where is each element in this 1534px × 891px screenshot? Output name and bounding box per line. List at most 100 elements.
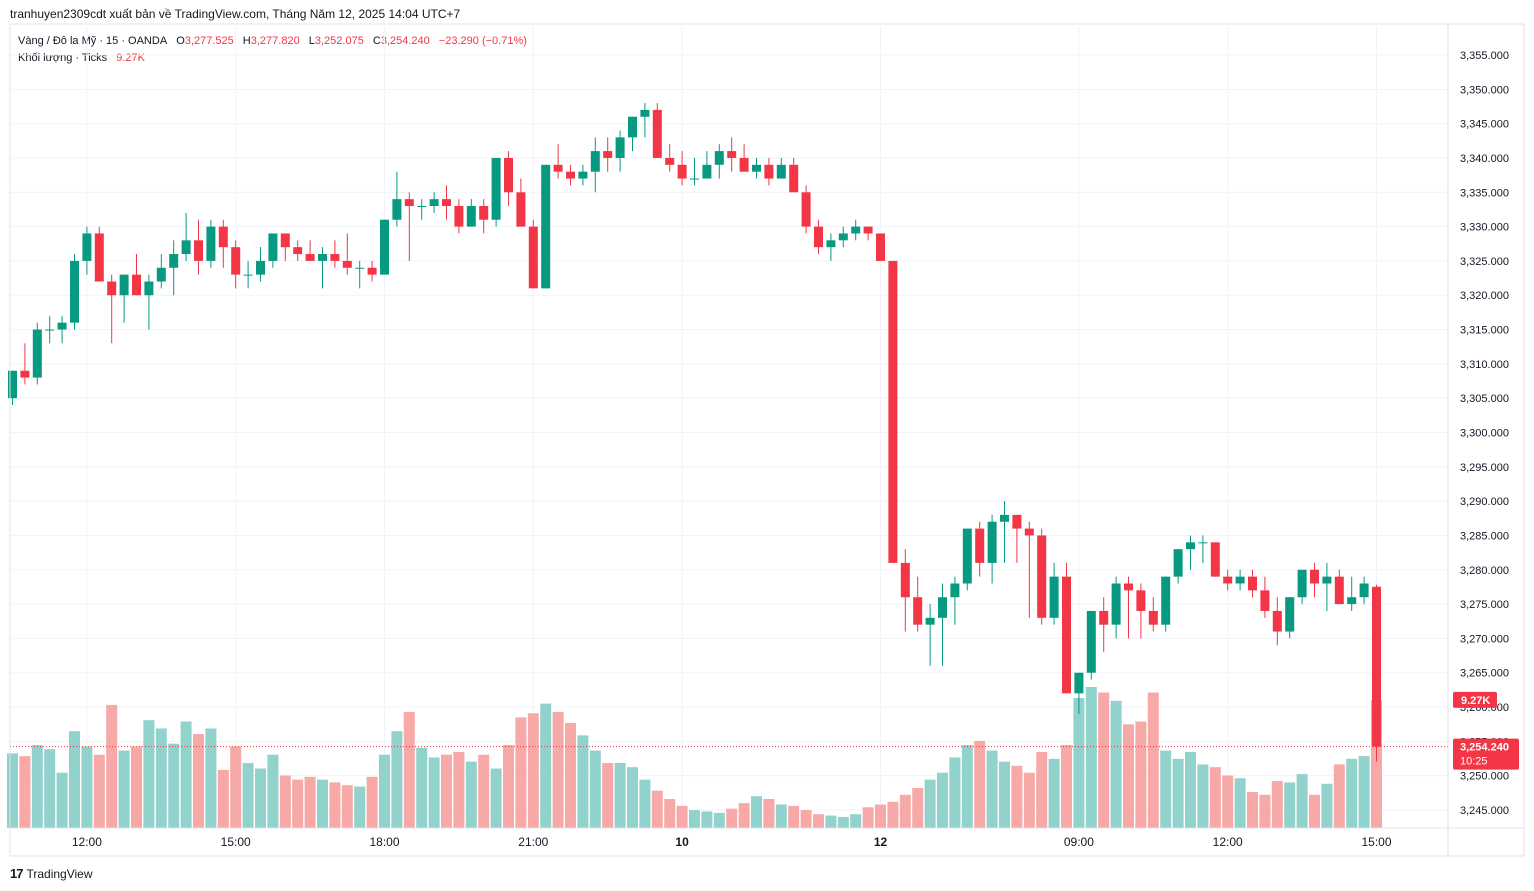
candle-body[interactable] bbox=[1334, 576, 1344, 605]
candle-body[interactable] bbox=[516, 192, 526, 227]
candle-body[interactable] bbox=[640, 109, 650, 117]
candle-body[interactable] bbox=[392, 199, 402, 220]
candle-body[interactable] bbox=[714, 151, 724, 165]
candle-body[interactable] bbox=[628, 116, 637, 138]
candle-body[interactable] bbox=[702, 164, 712, 179]
candle-body[interactable] bbox=[70, 260, 79, 323]
candle-body[interactable] bbox=[429, 199, 439, 206]
candle-body[interactable] bbox=[987, 521, 997, 563]
candle-body[interactable] bbox=[243, 274, 253, 276]
candle-body[interactable] bbox=[1235, 576, 1245, 584]
candle-body[interactable] bbox=[504, 157, 513, 193]
candle-body[interactable] bbox=[1310, 569, 1319, 584]
candle-body[interactable] bbox=[541, 164, 551, 289]
candle-body[interactable] bbox=[8, 370, 17, 399]
candle-body[interactable] bbox=[1000, 514, 1009, 522]
candle-body[interactable] bbox=[938, 597, 947, 618]
tradingview-footer[interactable]: 17 TradingView bbox=[10, 866, 93, 881]
candle-body[interactable] bbox=[1297, 569, 1307, 598]
candle-body[interactable] bbox=[776, 164, 786, 179]
candle-body[interactable] bbox=[739, 157, 749, 172]
candle-body[interactable] bbox=[950, 583, 960, 598]
candle-body[interactable] bbox=[1099, 610, 1109, 625]
candle-body[interactable] bbox=[652, 109, 662, 158]
candle-body[interactable] bbox=[863, 226, 873, 234]
candle-body[interactable] bbox=[454, 206, 464, 227]
candle-body[interactable] bbox=[132, 274, 141, 296]
candle-body[interactable] bbox=[1372, 586, 1381, 747]
candle-body[interactable] bbox=[590, 151, 600, 172]
candle-body[interactable] bbox=[1086, 610, 1096, 673]
candle-body[interactable] bbox=[814, 226, 823, 248]
candle-body[interactable] bbox=[876, 233, 885, 261]
candle-body[interactable] bbox=[578, 171, 588, 179]
candle-body[interactable] bbox=[603, 151, 613, 158]
candle-body[interactable] bbox=[1012, 514, 1022, 529]
candle-body[interactable] bbox=[404, 199, 414, 206]
candle-body[interactable] bbox=[107, 281, 117, 296]
candle-body[interactable] bbox=[677, 164, 687, 179]
candle-body[interactable] bbox=[851, 226, 861, 234]
candle-body[interactable] bbox=[491, 157, 501, 220]
candle-body[interactable] bbox=[169, 254, 179, 268]
candle-body[interactable] bbox=[305, 254, 315, 261]
candle-body[interactable] bbox=[1161, 576, 1171, 625]
candle-body[interactable] bbox=[417, 206, 427, 207]
candle-body[interactable] bbox=[206, 226, 216, 261]
candle-body[interactable] bbox=[20, 370, 30, 378]
candle-body[interactable] bbox=[727, 151, 737, 158]
candle-body[interactable] bbox=[1148, 610, 1158, 625]
candle-body[interactable] bbox=[1062, 576, 1071, 694]
candle-body[interactable] bbox=[144, 281, 154, 296]
candle-body[interactable] bbox=[888, 260, 898, 563]
candle-body[interactable] bbox=[1049, 576, 1059, 618]
candle-body[interactable] bbox=[1223, 576, 1233, 584]
candle-body[interactable] bbox=[82, 233, 92, 261]
candle-body[interactable] bbox=[466, 206, 476, 227]
candle-body[interactable] bbox=[1111, 583, 1121, 625]
candle-body[interactable] bbox=[925, 617, 935, 625]
candle-body[interactable] bbox=[318, 254, 327, 261]
candle-body[interactable] bbox=[975, 528, 985, 563]
candle-body[interactable] bbox=[342, 260, 352, 268]
candle-body[interactable] bbox=[1136, 590, 1146, 611]
candle-body[interactable] bbox=[268, 233, 278, 261]
candle-body[interactable] bbox=[330, 254, 340, 261]
candle-body[interactable] bbox=[1173, 549, 1183, 577]
candle-body[interactable] bbox=[1248, 576, 1257, 591]
candle-body[interactable] bbox=[1037, 535, 1047, 618]
candle-body[interactable] bbox=[231, 247, 241, 275]
candle-body[interactable] bbox=[1347, 597, 1357, 605]
candle-body[interactable] bbox=[355, 267, 365, 269]
candle-body[interactable] bbox=[900, 562, 910, 598]
candle-body[interactable] bbox=[256, 260, 265, 275]
candle-body[interactable] bbox=[1210, 542, 1220, 577]
candle-body[interactable] bbox=[665, 157, 675, 165]
candle-body[interactable] bbox=[801, 192, 811, 227]
candle-body[interactable] bbox=[45, 329, 55, 331]
candle-body[interactable] bbox=[553, 164, 563, 172]
candle-body[interactable] bbox=[1285, 597, 1295, 632]
candle-body[interactable] bbox=[615, 137, 625, 158]
candle-body[interactable] bbox=[528, 226, 538, 289]
candle-body[interactable] bbox=[119, 274, 129, 296]
candle-body[interactable] bbox=[1074, 672, 1084, 694]
candle-body[interactable] bbox=[280, 233, 290, 248]
candle-body[interactable] bbox=[479, 206, 489, 220]
candle-body[interactable] bbox=[826, 240, 836, 248]
candle-body[interactable] bbox=[566, 171, 575, 179]
candle-body[interactable] bbox=[1124, 583, 1133, 591]
candle-body[interactable] bbox=[194, 240, 203, 261]
candle-body[interactable] bbox=[690, 178, 699, 180]
candle-body[interactable] bbox=[764, 164, 774, 179]
candle-body[interactable] bbox=[1186, 542, 1195, 550]
candle-body[interactable] bbox=[1359, 583, 1369, 598]
candle-body[interactable] bbox=[442, 199, 451, 206]
candle-body[interactable] bbox=[156, 267, 166, 282]
candle-body[interactable] bbox=[380, 219, 389, 275]
candle-body[interactable] bbox=[94, 233, 104, 282]
candle-body[interactable] bbox=[367, 267, 377, 275]
candle-body[interactable] bbox=[752, 164, 761, 172]
candle-body[interactable] bbox=[838, 233, 848, 241]
